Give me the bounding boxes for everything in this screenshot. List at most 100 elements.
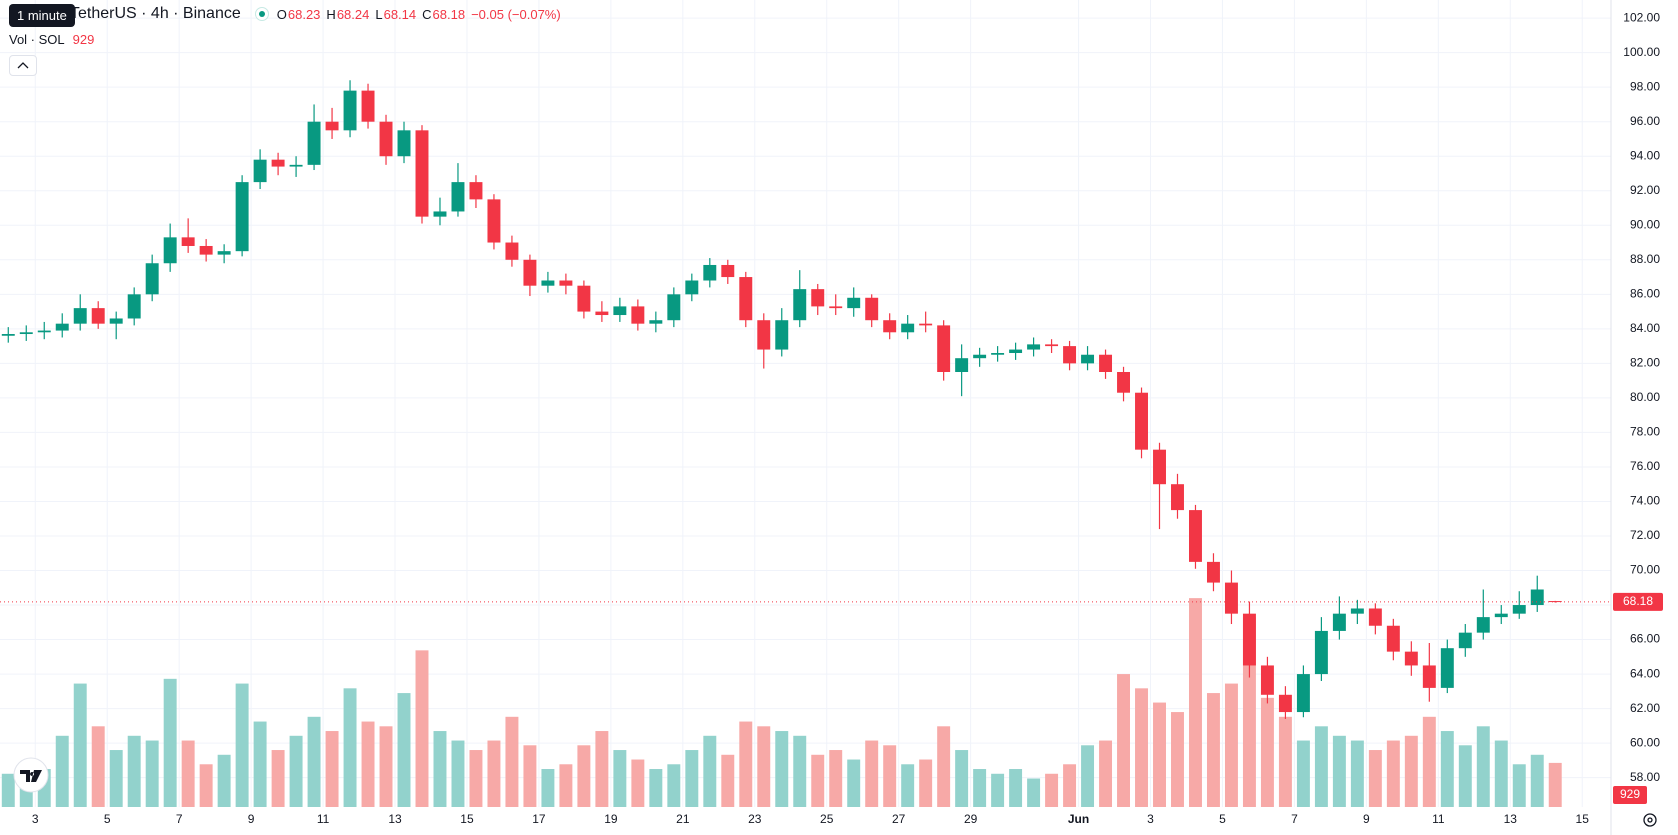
candle-body (1171, 484, 1184, 511)
candle-body (343, 90, 357, 131)
y-tick-label: 78.00 (1630, 425, 1660, 439)
y-tick-label: 102.00 (1623, 10, 1660, 24)
price-tag-label: 68.18 (1623, 594, 1653, 608)
candle-body (847, 297, 861, 309)
candle-body (955, 358, 969, 372)
candle-body (271, 159, 285, 167)
candle-body (73, 308, 87, 324)
candle-body (685, 280, 699, 295)
x-tick-label: 3 (1147, 812, 1154, 826)
y-tick-label: 98.00 (1630, 79, 1660, 93)
candle-body (1153, 449, 1166, 485)
volume-bar (127, 735, 141, 807)
volume-bar (847, 759, 861, 807)
volume-bar (91, 726, 105, 807)
candle-body (901, 323, 915, 333)
volume-bar (235, 683, 249, 807)
candle-body (55, 323, 69, 331)
volume-bar (523, 745, 537, 807)
volume-bar (253, 721, 267, 807)
x-tick-label: 29 (964, 812, 978, 826)
candle-body (163, 237, 177, 264)
candle-body (1206, 561, 1220, 583)
candle-body (1296, 674, 1310, 713)
candle-body (1189, 510, 1202, 562)
ohlc-label: C (422, 6, 432, 22)
volume-bar (1296, 740, 1310, 807)
y-tick-label: 90.00 (1630, 217, 1660, 231)
y-tick-label: 64.00 (1630, 666, 1660, 680)
x-tick-label: 13 (388, 812, 402, 826)
x-tick-label: 11 (1432, 812, 1445, 826)
candle-body (721, 264, 735, 278)
candle-body (1260, 665, 1274, 695)
candle-body (1458, 632, 1472, 649)
volume-bar (217, 754, 231, 807)
x-tick-label: 7 (1291, 812, 1298, 826)
volume-bar (595, 731, 609, 807)
y-tick-label: 72.00 (1630, 528, 1660, 542)
volume-bar (1278, 716, 1292, 807)
volume-bar (73, 683, 87, 807)
candle-body (793, 289, 807, 321)
volume-tag-label: 929 (1620, 787, 1640, 801)
x-tick-label: 7 (176, 812, 183, 826)
candle-body (127, 294, 141, 319)
volume-bar (307, 716, 321, 807)
volume-bar (739, 721, 753, 807)
volume-bar (1530, 754, 1544, 807)
y-tick-label: 70.00 (1630, 563, 1660, 577)
candle-body (1440, 648, 1454, 688)
tooltip: 1 minute (9, 4, 75, 27)
candle-body (397, 130, 411, 157)
symbol[interactable]: TetherUS · 4h · Binance (70, 5, 241, 22)
volume-bar (1009, 769, 1023, 807)
candle-body (37, 330, 51, 333)
y-tick-label: 84.00 (1630, 321, 1660, 335)
volume-bar (883, 745, 897, 807)
candle-body (775, 320, 789, 350)
ohlc-value: 68.18 (432, 6, 466, 22)
candle-body (19, 332, 33, 335)
volume-bar (1206, 693, 1220, 807)
candle-body (289, 164, 303, 167)
volume-bar (721, 754, 735, 807)
candle-body (595, 311, 609, 316)
volume-bar (1, 773, 15, 807)
y-tick-label: 58.00 (1630, 770, 1660, 784)
volume-bar (703, 735, 717, 807)
candle-body (1332, 613, 1346, 631)
volume-bar (415, 650, 429, 807)
settings-icon[interactable] (1643, 813, 1657, 827)
x-tick-label: 21 (676, 812, 690, 826)
y-tick-label: 66.00 (1630, 632, 1660, 646)
x-tick-label: 13 (1504, 812, 1518, 826)
candle-body (235, 182, 249, 252)
x-tick-label: 23 (748, 812, 762, 826)
volume-bar (181, 740, 195, 807)
volume-bar (1224, 683, 1238, 807)
candle-body (433, 211, 447, 217)
chevron (17, 62, 29, 69)
volume-bar (631, 759, 645, 807)
collapse-button[interactable] (9, 55, 37, 76)
candle-body (1135, 392, 1148, 450)
candle-body (91, 308, 105, 324)
candle-body (1081, 354, 1095, 364)
x-tick-label: Jun (1068, 812, 1089, 826)
candle-body (973, 354, 987, 359)
y-tick-label: 74.00 (1630, 494, 1660, 508)
volume-bar (1476, 726, 1490, 807)
candle-body (559, 280, 573, 286)
volume-bar (541, 769, 555, 807)
candle-body (181, 237, 195, 246)
volume-bar (1494, 740, 1508, 807)
candle-body (415, 130, 429, 217)
candle-body (1368, 608, 1382, 626)
y-tick-label: 76.00 (1630, 459, 1660, 473)
x-tick-label: 15 (1576, 812, 1590, 826)
candle-body (1314, 630, 1328, 675)
candle-body (757, 320, 771, 350)
ohlc-value: 68.24 (336, 6, 370, 22)
